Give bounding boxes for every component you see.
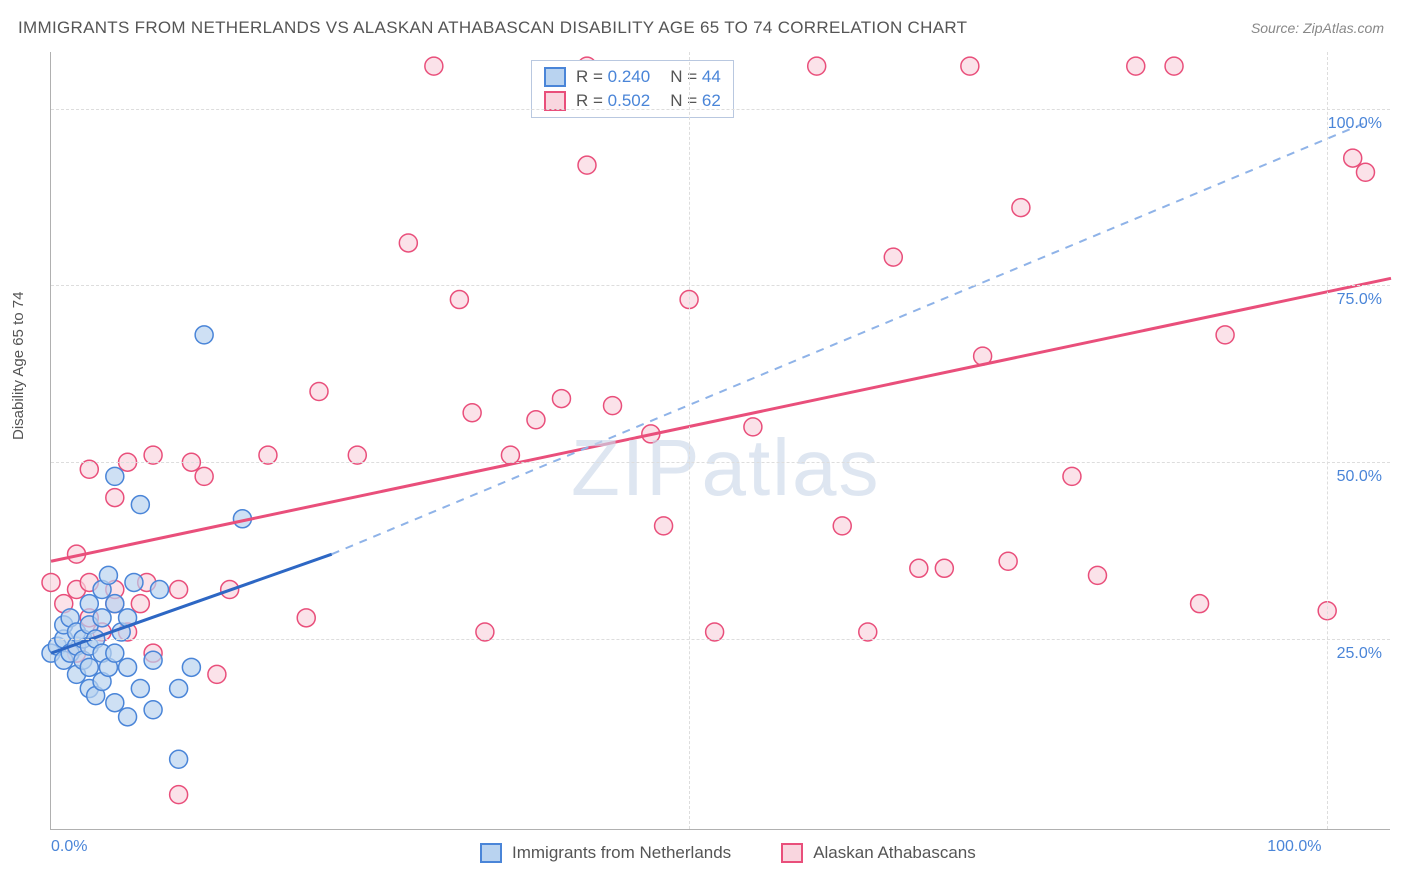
scatter-point-pink xyxy=(999,552,1017,570)
gridline-h xyxy=(51,285,1390,286)
ytick-label: 50.0% xyxy=(1337,468,1382,486)
legend-r-blue: R = 0.240 xyxy=(576,65,650,89)
scatter-point-pink xyxy=(463,404,481,422)
gridline-h xyxy=(51,462,1390,463)
scatter-point-blue xyxy=(80,595,98,613)
scatter-point-blue xyxy=(170,750,188,768)
gridline-v xyxy=(1327,52,1328,829)
scatter-point-blue xyxy=(144,701,162,719)
scatter-point-blue xyxy=(170,680,188,698)
scatter-point-pink xyxy=(310,382,328,400)
scatter-point-pink xyxy=(1088,566,1106,584)
xtick-label: 0.0% xyxy=(51,838,87,856)
scatter-point-pink xyxy=(399,234,417,252)
scatter-point-pink xyxy=(833,517,851,535)
trendline-blue-dash xyxy=(332,123,1366,554)
scatter-point-blue xyxy=(131,680,149,698)
swatch-blue-icon xyxy=(544,67,566,87)
scatter-point-pink xyxy=(195,467,213,485)
scatter-point-pink xyxy=(1216,326,1234,344)
scatter-point-pink xyxy=(935,559,953,577)
scatter-point-pink xyxy=(1165,57,1183,75)
legend-item-blue: Immigrants from Netherlands xyxy=(480,843,731,863)
xtick-label: 100.0% xyxy=(1267,838,1321,856)
gridline-h xyxy=(51,639,1390,640)
scatter-point-blue xyxy=(119,708,137,726)
scatter-point-blue xyxy=(150,581,168,599)
ytick-label: 100.0% xyxy=(1328,115,1382,133)
scatter-point-blue xyxy=(106,644,124,662)
scatter-point-blue xyxy=(182,658,200,676)
scatter-point-pink xyxy=(1127,57,1145,75)
scatter-point-pink xyxy=(604,397,622,415)
scatter-point-pink xyxy=(578,156,596,174)
scatter-point-pink xyxy=(131,595,149,613)
scatter-point-blue xyxy=(106,694,124,712)
scatter-point-pink xyxy=(425,57,443,75)
scatter-point-pink xyxy=(961,57,979,75)
swatch-blue-icon xyxy=(480,843,502,863)
scatter-point-pink xyxy=(208,665,226,683)
scatter-point-pink xyxy=(1012,199,1030,217)
scatter-point-blue xyxy=(119,658,137,676)
legend-item-pink: Alaskan Athabascans xyxy=(781,843,976,863)
gridline-h xyxy=(51,109,1390,110)
series-legend: Immigrants from Netherlands Alaskan Atha… xyxy=(480,843,976,863)
gridline-v xyxy=(689,52,690,829)
scatter-point-pink xyxy=(552,390,570,408)
scatter-point-pink xyxy=(1191,595,1209,613)
scatter-point-blue xyxy=(125,573,143,591)
scatter-point-blue xyxy=(144,651,162,669)
legend-label-pink: Alaskan Athabascans xyxy=(813,843,976,863)
chart-plot-area: ZIPatlas R = 0.240 N = 44 R = 0.502 N = … xyxy=(50,52,1390,830)
scatter-point-blue xyxy=(93,609,111,627)
scatter-point-pink xyxy=(1063,467,1081,485)
scatter-point-blue xyxy=(80,658,98,676)
scatter-point-blue xyxy=(195,326,213,344)
chart-svg xyxy=(51,52,1390,829)
scatter-point-pink xyxy=(527,411,545,429)
scatter-point-blue xyxy=(106,467,124,485)
scatter-point-pink xyxy=(450,291,468,309)
scatter-point-pink xyxy=(297,609,315,627)
y-axis-label: Disability Age 65 to 74 xyxy=(10,292,27,440)
scatter-point-pink xyxy=(808,57,826,75)
source-label: Source: ZipAtlas.com xyxy=(1251,20,1384,36)
scatter-point-blue xyxy=(99,566,117,584)
scatter-point-pink xyxy=(1356,163,1374,181)
legend-label-blue: Immigrants from Netherlands xyxy=(512,843,731,863)
scatter-point-pink xyxy=(910,559,928,577)
scatter-point-pink xyxy=(170,581,188,599)
chart-title: IMMIGRANTS FROM NETHERLANDS VS ALASKAN A… xyxy=(18,18,967,38)
legend-row-blue: R = 0.240 N = 44 xyxy=(544,65,721,89)
scatter-point-pink xyxy=(106,489,124,507)
scatter-point-blue xyxy=(131,496,149,514)
scatter-point-blue xyxy=(106,595,124,613)
scatter-point-pink xyxy=(42,573,60,591)
swatch-pink-icon xyxy=(781,843,803,863)
scatter-point-pink xyxy=(170,786,188,804)
trendline-pink xyxy=(51,278,1391,561)
ytick-label: 25.0% xyxy=(1337,645,1382,663)
scatter-point-pink xyxy=(655,517,673,535)
scatter-point-pink xyxy=(744,418,762,436)
scatter-point-pink xyxy=(884,248,902,266)
ytick-label: 75.0% xyxy=(1337,291,1382,309)
scatter-point-pink xyxy=(1344,149,1362,167)
legend-n-blue: N = 44 xyxy=(670,65,721,89)
